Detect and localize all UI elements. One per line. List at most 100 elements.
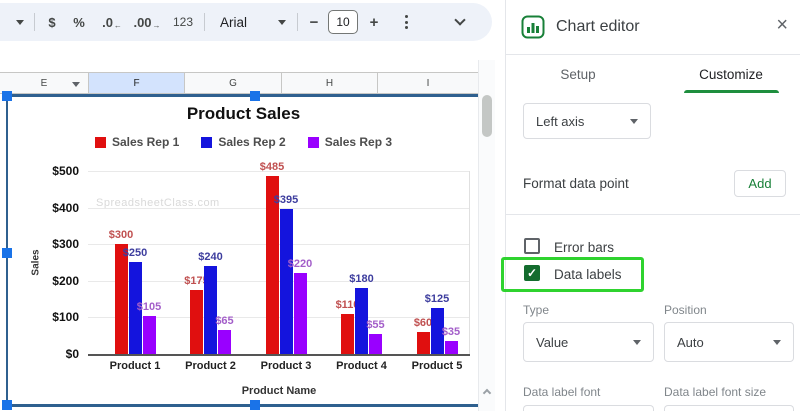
legend-label: Sales Rep 1 (111, 135, 180, 149)
decrease-decimal-icon: .0 (102, 14, 113, 30)
toolbar-more-dropdown[interactable] (10, 3, 30, 41)
legend-swatch (201, 136, 213, 148)
toolbar-pill: $ % .0 ← .00 → 123 Arial − 10 + (0, 3, 492, 41)
data-label-font-size-label: Data label font size (664, 385, 767, 399)
bar-sales-rep-2 (355, 288, 368, 354)
data-label: $300 (108, 229, 134, 241)
type-value: Value (536, 334, 569, 350)
column-header-F[interactable]: F (89, 73, 185, 93)
decrease-font-size-button[interactable]: − (309, 13, 319, 31)
scrollbar-arrow-icon[interactable] (482, 388, 492, 398)
embedded-chart[interactable]: Product Sales Sales Rep 1 Sales Rep 2 Sale… (9, 97, 478, 411)
error-bars-label: Error bars (554, 240, 615, 255)
bar-sales-rep-2 (430, 308, 444, 354)
column-header-E[interactable]: E (0, 73, 89, 93)
data-label-font-label: Data label font (523, 385, 601, 399)
panel-tabs: Setup Customize (506, 55, 800, 93)
y-tick-label: $500 (52, 164, 79, 178)
tab-customize[interactable]: Customize (699, 66, 763, 82)
type-dropdown[interactable]: Value (523, 322, 654, 362)
bar-sales-rep-2 (128, 262, 142, 354)
column-dropdown-icon[interactable] (72, 82, 80, 87)
column-label: H (325, 77, 334, 89)
toolbar-separator (204, 13, 205, 31)
data-labels-checkbox[interactable]: ✓ (524, 265, 540, 281)
increase-decimal-button[interactable]: .00 → (130, 3, 164, 41)
data-label-font-size-dropdown[interactable] (664, 405, 794, 411)
selection-handle-top-left[interactable] (2, 91, 12, 101)
data-labels-label: Data labels (554, 267, 622, 282)
data-label: $55 (366, 319, 385, 331)
chevron-down-icon (16, 19, 24, 25)
column-label: G (229, 77, 237, 89)
data-label: $485 (259, 161, 285, 173)
selection-border-bottom (6, 404, 478, 407)
currency-icon: $ (48, 14, 56, 30)
decrease-decimal-button[interactable]: .0 ← (97, 3, 127, 41)
watermark: SpreadsheetClass.com (96, 197, 220, 209)
position-field-label: Position (664, 303, 707, 317)
position-value: Auto (677, 334, 704, 350)
font-family-caret[interactable] (272, 3, 292, 41)
x-tick-label: Product 5 (411, 360, 463, 372)
panel-header: Chart editor × (506, 0, 800, 55)
column-header-H[interactable]: H (282, 73, 378, 93)
toolbar-collapse-button[interactable] (448, 3, 472, 41)
data-label: $220 (287, 258, 313, 270)
toolbar-separator (34, 13, 35, 31)
selection-handle-bottom-center[interactable] (250, 400, 260, 410)
column-header-I[interactable]: I (378, 73, 478, 93)
selection-handle-top-center[interactable] (250, 91, 260, 101)
selection-handle-mid-left[interactable] (2, 248, 12, 258)
active-tab-underline (684, 90, 779, 93)
data-label: $35 (441, 326, 461, 338)
percent-icon: % (73, 14, 85, 30)
position-dropdown[interactable]: Auto (664, 322, 794, 362)
panel-divider (506, 214, 800, 215)
toolbar-overflow-menu[interactable] (394, 3, 418, 41)
tab-setup[interactable]: Setup (560, 66, 596, 82)
vertical-scrollbar[interactable] (478, 60, 495, 411)
legend-item: Sales Rep 1 (94, 135, 180, 149)
chart-title: Product Sales (186, 104, 301, 123)
data-label: $240 (198, 251, 223, 263)
vertical-dots-icon (404, 15, 408, 29)
type-field-label: Type (523, 303, 550, 317)
legend-swatch (307, 136, 319, 148)
data-label: $250 (122, 247, 148, 259)
bar-sales-rep-2 (204, 266, 217, 354)
selection-handle-bottom-left[interactable] (2, 400, 12, 410)
column-header-G[interactable]: G (185, 73, 282, 93)
increase-font-size-button[interactable]: + (369, 13, 379, 31)
currency-format-button[interactable]: $ (39, 3, 65, 41)
x-tick-label: Product 2 (185, 360, 236, 372)
data-label: $395 (273, 194, 299, 206)
legend-swatch (94, 136, 106, 148)
add-data-point-button[interactable]: Add (734, 170, 786, 197)
arrow-left-icon: ← (113, 21, 122, 30)
error-bars-checkbox[interactable] (524, 238, 540, 254)
toolbar: $ % .0 ← .00 → 123 Arial − 10 + (0, 0, 505, 60)
gridline (88, 207, 470, 209)
axis-selector-dropdown[interactable]: Left axis (523, 103, 651, 139)
font-size-input[interactable]: 10 (327, 3, 359, 41)
bar-sales-rep-1 (114, 244, 128, 354)
data-label: $65 (215, 315, 234, 327)
percent-format-button[interactable]: % (66, 3, 92, 41)
font-family-selector[interactable]: Arial (212, 3, 272, 41)
bar-sales-rep-2 (279, 209, 293, 354)
y-tick-label: $400 (52, 200, 79, 215)
toolbar-separator (297, 13, 298, 31)
data-label-font-dropdown[interactable] (523, 405, 654, 411)
chevron-down-icon (278, 19, 286, 25)
scrollbar-thumb[interactable] (482, 95, 492, 137)
data-label: $125 (424, 293, 450, 305)
y-tick-label: $200 (52, 273, 79, 288)
gridline (88, 171, 470, 172)
y-tick-label: $0 (65, 347, 79, 361)
close-icon[interactable]: × (776, 14, 788, 36)
chevron-down-icon (630, 118, 638, 124)
bar-sales-rep-3 (218, 330, 231, 354)
number-format-button[interactable]: 123 (166, 3, 200, 41)
